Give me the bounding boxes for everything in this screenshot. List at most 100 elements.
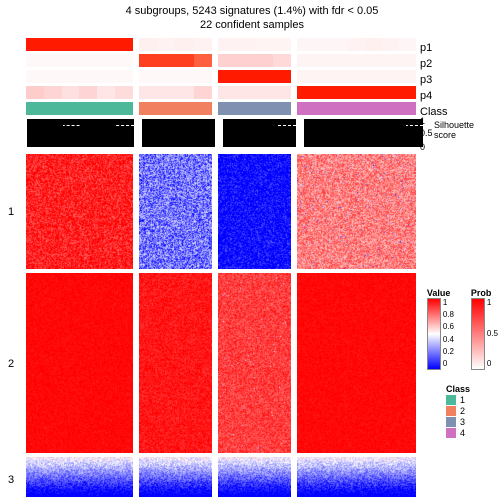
annot-cell	[44, 102, 62, 115]
annot-cell	[115, 102, 133, 115]
legend-swatch	[446, 428, 456, 438]
rowcluster-label-2: 2	[8, 358, 14, 370]
annot-cell	[115, 70, 133, 83]
annot-cell	[382, 102, 399, 115]
legend-class-item: 2	[446, 406, 470, 416]
vtick: 0.8	[443, 310, 454, 319]
annot-cell	[26, 102, 44, 115]
annot-cell	[399, 86, 416, 99]
annot-cell	[157, 54, 175, 67]
legend-label: 2	[460, 406, 465, 416]
annot-cell	[79, 86, 97, 99]
annot-cell	[255, 86, 273, 99]
annot-cell	[348, 70, 365, 83]
annot-cell	[348, 102, 365, 115]
annot-cell	[194, 38, 212, 51]
annot-cell	[314, 38, 331, 51]
label-p1: p1	[420, 40, 448, 56]
heatmap-canvas	[218, 273, 291, 453]
annot-cell	[365, 70, 382, 83]
heatmap-canvas	[218, 457, 291, 497]
annot-cell	[26, 86, 44, 99]
vtick: 1	[443, 298, 454, 307]
annot-cell	[399, 70, 416, 83]
annot-cell	[97, 70, 115, 83]
heatmap-canvas	[26, 457, 133, 497]
annot-cell	[218, 70, 236, 83]
annot-cell	[139, 54, 157, 67]
annot-cell	[157, 86, 175, 99]
annot-cell	[79, 38, 97, 51]
annot-cell	[97, 54, 115, 67]
annot-cell	[382, 54, 399, 67]
annot-cell	[26, 38, 44, 51]
annot-row-p4	[26, 86, 416, 99]
annot-cell	[331, 38, 348, 51]
annot-cell	[236, 54, 254, 67]
rowcluster-label-1: 1	[8, 206, 14, 218]
annot-cell	[175, 102, 193, 115]
annot-cell	[255, 102, 273, 115]
legend-label: 4	[460, 428, 465, 438]
vtick: 0.6	[443, 322, 454, 331]
annot-cell	[79, 70, 97, 83]
annot-cell	[139, 86, 157, 99]
heatmap-canvas	[218, 154, 291, 269]
annot-cell	[175, 86, 193, 99]
label-p3: p3	[420, 72, 448, 88]
heatmap-canvas	[139, 273, 212, 453]
ptick: 1	[487, 298, 498, 307]
legend-class: Class 1234	[446, 384, 470, 439]
annot-cell	[115, 38, 133, 51]
heatmap-canvas	[297, 154, 416, 269]
annot-cell	[62, 38, 80, 51]
ptick: 0.5	[487, 329, 498, 338]
annot-cell	[44, 70, 62, 83]
legend-class-item: 3	[446, 417, 470, 427]
legend-label: 3	[460, 417, 465, 427]
sil-tick-1: 1	[420, 116, 425, 126]
annot-cell	[26, 54, 44, 67]
annot-cell	[236, 102, 254, 115]
annot-cell	[157, 38, 175, 51]
annot-cell	[331, 102, 348, 115]
plot-area	[26, 38, 416, 498]
heatmap-cluster-3	[26, 457, 416, 497]
ptick: 0	[487, 359, 498, 368]
annot-cell	[157, 70, 175, 83]
vtick: 0	[443, 359, 454, 368]
legend-class-item: 4	[446, 428, 470, 438]
legend-class-item: 1	[446, 395, 470, 405]
annot-cell	[331, 70, 348, 83]
annot-row-p3	[26, 70, 416, 83]
annot-cell	[297, 70, 314, 83]
legend-value: Value 1 0.8 0.6 0.4 0.2 0	[427, 288, 454, 370]
annot-cell	[139, 38, 157, 51]
annot-cell	[236, 38, 254, 51]
vtick: 0.4	[443, 335, 454, 344]
figure-container: 4 subgroups, 5243 signatures (1.4%) with…	[0, 0, 504, 504]
annot-cell	[399, 38, 416, 51]
annot-cell	[365, 102, 382, 115]
annot-cell	[399, 54, 416, 67]
annot-row-p2	[26, 54, 416, 67]
annot-cell	[139, 70, 157, 83]
label-p2: p2	[420, 56, 448, 72]
annot-cell	[365, 54, 382, 67]
annot-row-p1	[26, 38, 416, 51]
label-p4: p4	[420, 88, 448, 104]
annot-cell	[314, 86, 331, 99]
annot-cell	[273, 86, 291, 99]
heatmap-canvas	[139, 154, 212, 269]
annot-cell	[255, 70, 273, 83]
annot-cell	[236, 70, 254, 83]
annot-cell	[255, 54, 273, 67]
silhouette-label: Silhouette score	[434, 120, 474, 140]
annot-cell	[44, 86, 62, 99]
annot-cell	[348, 86, 365, 99]
legend-swatch	[446, 417, 456, 427]
sil-tick-0: 0	[420, 142, 425, 152]
annot-cell	[194, 70, 212, 83]
annot-cell	[44, 54, 62, 67]
legend-value-bar	[427, 298, 441, 370]
